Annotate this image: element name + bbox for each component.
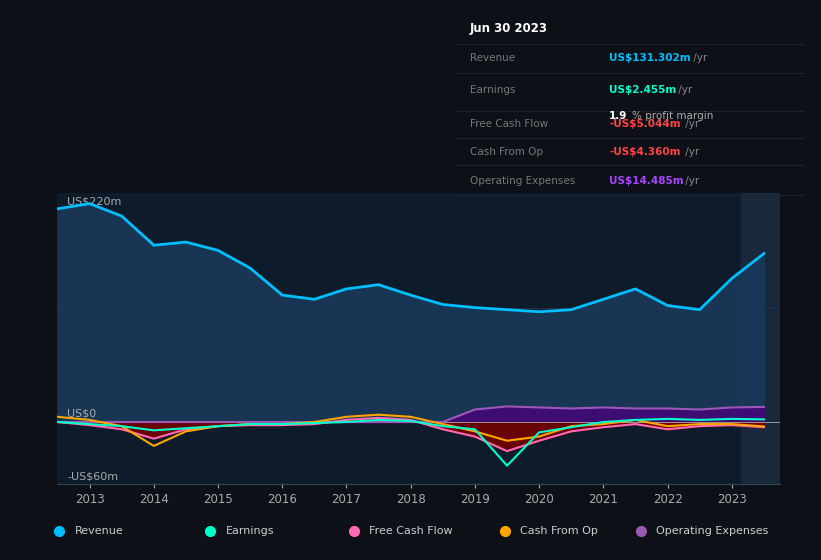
Text: Jun 30 2023: Jun 30 2023 bbox=[470, 22, 548, 35]
Text: US$0: US$0 bbox=[67, 409, 96, 419]
Text: Free Cash Flow: Free Cash Flow bbox=[470, 119, 548, 129]
Text: US$131.302m: US$131.302m bbox=[609, 53, 690, 63]
Text: US$14.485m: US$14.485m bbox=[609, 176, 684, 186]
Text: Free Cash Flow: Free Cash Flow bbox=[369, 526, 452, 535]
Text: Earnings: Earnings bbox=[226, 526, 274, 535]
Text: US$220m: US$220m bbox=[67, 197, 122, 206]
Bar bbox=[741, 193, 780, 484]
Text: /yr: /yr bbox=[675, 85, 692, 95]
Text: /yr: /yr bbox=[682, 147, 699, 157]
Text: Operating Expenses: Operating Expenses bbox=[656, 526, 768, 535]
Text: /yr: /yr bbox=[690, 53, 707, 63]
Text: Operating Expenses: Operating Expenses bbox=[470, 176, 575, 186]
Text: -US$4.360m: -US$4.360m bbox=[609, 147, 681, 157]
Text: 1.9: 1.9 bbox=[609, 111, 627, 121]
Text: % profit margin: % profit margin bbox=[632, 111, 713, 121]
Text: -US$60m: -US$60m bbox=[67, 472, 118, 481]
Text: /yr: /yr bbox=[682, 119, 699, 129]
Text: Cash From Op: Cash From Op bbox=[520, 526, 598, 535]
Text: US$2.455m: US$2.455m bbox=[609, 85, 677, 95]
Text: Cash From Op: Cash From Op bbox=[470, 147, 543, 157]
Text: -US$5.044m: -US$5.044m bbox=[609, 119, 681, 129]
Text: Earnings: Earnings bbox=[470, 85, 515, 95]
Text: Revenue: Revenue bbox=[470, 53, 515, 63]
Text: /yr: /yr bbox=[682, 176, 699, 186]
Text: Revenue: Revenue bbox=[75, 526, 123, 535]
